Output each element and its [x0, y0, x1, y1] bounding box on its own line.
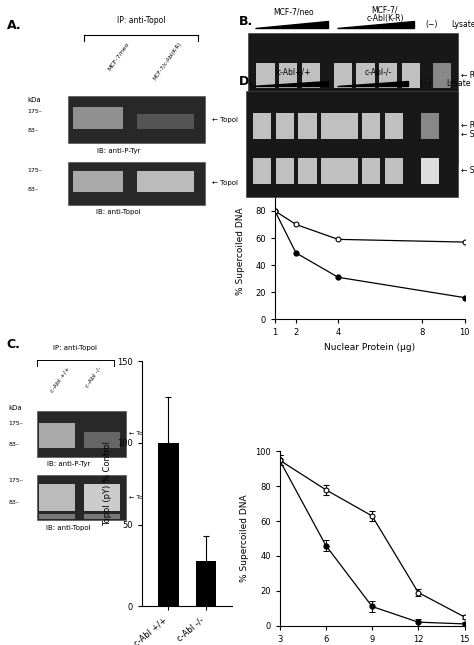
Bar	[196, 561, 216, 606]
Bar	[299, 158, 317, 184]
Text: ← TopoI: ← TopoI	[212, 117, 238, 123]
Text: IB: anti-P-Tyr: IB: anti-P-Tyr	[97, 148, 140, 154]
Bar	[362, 158, 380, 184]
Text: C.: C.	[6, 339, 20, 352]
Text: c-Abl -/-: c-Abl -/-	[84, 366, 102, 388]
Text: IB: anti-P-Tyr: IB: anti-P-Tyr	[47, 461, 91, 467]
Bar	[256, 63, 274, 88]
Bar	[137, 171, 193, 192]
Text: D.: D.	[239, 75, 254, 88]
Bar	[362, 113, 380, 139]
Bar	[321, 158, 339, 184]
Text: (−): (−)	[419, 79, 431, 88]
Text: ← TopoI: ← TopoI	[212, 180, 238, 186]
Text: 83–: 83–	[9, 500, 19, 504]
Bar	[402, 122, 420, 147]
Bar	[84, 432, 120, 448]
Bar	[279, 122, 297, 147]
Text: 175–: 175–	[9, 421, 23, 426]
Polygon shape	[255, 21, 328, 28]
Y-axis label: TopoI (pY) % Control: TopoI (pY) % Control	[103, 441, 112, 526]
Bar	[253, 158, 271, 184]
Bar	[421, 113, 439, 139]
Bar	[39, 423, 75, 448]
Polygon shape	[337, 21, 414, 28]
Bar	[253, 113, 271, 139]
Bar	[39, 514, 75, 519]
Bar	[356, 63, 374, 88]
Bar	[248, 33, 458, 164]
Bar	[356, 122, 374, 147]
Text: IB: anti-TopoI: IB: anti-TopoI	[46, 525, 91, 531]
Text: 175–: 175–	[27, 110, 42, 114]
Text: A.: A.	[7, 19, 22, 32]
Bar	[299, 113, 317, 139]
Bar	[339, 158, 357, 184]
Bar	[68, 97, 205, 143]
Y-axis label: % Supercoiled DNA: % Supercoiled DNA	[240, 495, 249, 582]
Text: ← SC: ← SC	[461, 166, 474, 175]
Bar	[302, 63, 320, 88]
Text: 175–: 175–	[27, 168, 42, 174]
Text: MCF-7/neo: MCF-7/neo	[107, 41, 130, 71]
Bar	[279, 63, 297, 88]
Bar	[68, 161, 205, 205]
Text: kDa: kDa	[27, 97, 41, 103]
Text: IB: anti-TopoI: IB: anti-TopoI	[96, 210, 141, 215]
Text: ← SC: ← SC	[461, 130, 474, 139]
Text: IP: anti-TopoI: IP: anti-TopoI	[53, 344, 97, 351]
Bar	[421, 158, 439, 184]
Bar	[276, 113, 294, 139]
Text: MCF-7/: MCF-7/	[372, 6, 398, 15]
Text: MCF-7/neo: MCF-7/neo	[273, 7, 314, 16]
Bar	[385, 113, 403, 139]
Polygon shape	[251, 81, 328, 86]
Bar	[73, 107, 123, 129]
Text: Lysate: Lysate	[451, 20, 474, 29]
Bar	[37, 412, 126, 457]
Text: 83–: 83–	[27, 187, 38, 192]
Text: c-Abl +/+: c-Abl +/+	[50, 366, 71, 393]
Bar	[385, 158, 403, 184]
Text: kDa: kDa	[9, 405, 22, 411]
Text: 175–: 175–	[9, 479, 23, 483]
Bar	[379, 122, 397, 147]
Text: c-Abl-/-: c-Abl-/-	[365, 68, 392, 77]
Bar	[256, 122, 274, 147]
Bar	[246, 91, 458, 197]
Bar	[276, 158, 294, 184]
Text: IP: anti-TopoI: IP: anti-TopoI	[117, 16, 165, 25]
Text: Lysate: Lysate	[447, 79, 471, 88]
Text: MCF-7/c-Abl(K-R): MCF-7/c-Abl(K-R)	[153, 41, 183, 81]
Text: (−): (−)	[426, 20, 438, 29]
Bar	[137, 114, 193, 129]
Bar	[334, 63, 352, 88]
Text: c-Abl(K-R): c-Abl(K-R)	[366, 14, 404, 23]
Text: ← TopoI: ← TopoI	[129, 495, 153, 500]
Bar	[402, 63, 420, 88]
Y-axis label: % Supercoiled DNA: % Supercoiled DNA	[236, 208, 245, 295]
Bar	[158, 443, 179, 606]
Bar	[321, 113, 339, 139]
Text: c-Abl+/+: c-Abl+/+	[277, 68, 311, 77]
Bar	[84, 484, 120, 511]
Bar	[37, 475, 126, 521]
Bar	[39, 484, 75, 511]
Polygon shape	[337, 81, 408, 86]
Bar	[302, 122, 320, 147]
Text: 83–: 83–	[27, 128, 38, 133]
Bar	[334, 122, 352, 147]
Bar	[339, 113, 357, 139]
Bar	[73, 171, 123, 192]
Text: 83–: 83–	[9, 442, 19, 447]
Text: ← R: ← R	[461, 72, 474, 80]
Bar	[433, 122, 451, 147]
Text: ← TopoI: ← TopoI	[129, 432, 153, 437]
X-axis label: Nuclear Protein (μg): Nuclear Protein (μg)	[324, 343, 415, 352]
Text: B.: B.	[239, 15, 254, 28]
Bar	[379, 63, 397, 88]
Bar	[433, 63, 451, 88]
Bar	[84, 514, 120, 519]
Text: ← R: ← R	[461, 121, 474, 130]
